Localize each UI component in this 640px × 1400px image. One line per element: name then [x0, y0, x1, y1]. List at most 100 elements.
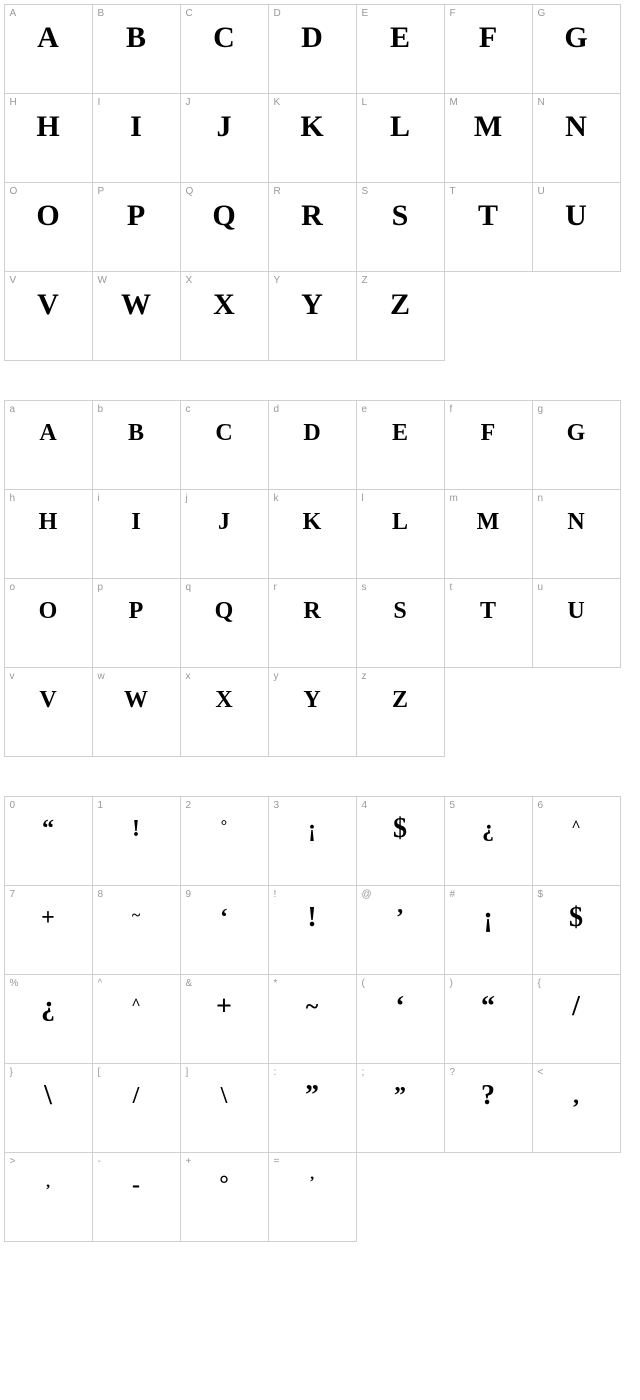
cell-glyph: F: [445, 23, 532, 53]
cell-label: h: [10, 493, 16, 504]
cell-label: <: [538, 1067, 544, 1078]
cell-label: J: [186, 97, 191, 108]
glyph-cell: HH: [4, 93, 93, 183]
cell-label: t: [450, 582, 453, 593]
cell-label: X: [186, 275, 193, 286]
cell-glyph: +: [5, 906, 92, 930]
cell-glyph: Q: [181, 599, 268, 623]
cell-label: 6: [538, 800, 544, 811]
glyph-cell: II: [92, 93, 181, 183]
glyph-cell: !!: [268, 885, 357, 975]
glyph-cell: WW: [92, 271, 181, 361]
glyph-cell: QQ: [180, 182, 269, 272]
glyph-cell: yY: [268, 667, 357, 757]
cell-glyph: F: [445, 421, 532, 445]
cell-glyph: L: [357, 510, 444, 534]
cell-glyph: O: [5, 599, 92, 623]
glyph-cell: 7+: [4, 885, 93, 975]
cell-label: u: [538, 582, 544, 593]
cell-glyph: ‚: [5, 1175, 92, 1191]
glyph-cell: 4$: [356, 796, 445, 886]
cell-label: $: [538, 889, 544, 900]
glyph-cell: ^^: [92, 974, 181, 1064]
cell-glyph: +: [181, 993, 268, 1021]
cell-label: d: [274, 404, 280, 415]
cell-label: O: [10, 186, 18, 197]
cell-label: k: [274, 493, 279, 504]
cell-glyph: I: [93, 510, 180, 534]
glyph-cell: 9‘: [180, 885, 269, 975]
glyph-cell: &+: [180, 974, 269, 1064]
cell-glyph: ^: [93, 997, 180, 1013]
glyph-cell: --: [92, 1152, 181, 1242]
cell-label: :: [274, 1067, 277, 1078]
cell-label: ^: [98, 978, 103, 989]
cell-glyph: X: [181, 290, 268, 320]
cell-glyph: ¿: [445, 817, 532, 841]
cell-label: P: [98, 186, 105, 197]
cell-glyph: E: [357, 23, 444, 53]
glyph-cell: FF: [444, 4, 533, 94]
glyph-cell: 5¿: [444, 796, 533, 886]
grid-uppercase: AABBCCDDEEFFGGHHIIJJKKLLMMNNOOPPQQRRSSTT…: [4, 4, 636, 360]
cell-glyph: E: [357, 421, 444, 445]
cell-label: g: [538, 404, 544, 415]
cell-glyph: Y: [269, 688, 356, 712]
cell-glyph: “: [5, 817, 92, 841]
cell-label: m: [450, 493, 458, 504]
cell-label: 5: [450, 800, 456, 811]
cell-glyph: D: [269, 421, 356, 445]
cell-glyph: M: [445, 112, 532, 142]
cell-label: @: [362, 889, 372, 900]
cell-glyph: W: [93, 290, 180, 320]
glyph-cell: TT: [444, 182, 533, 272]
cell-glyph: K: [269, 112, 356, 142]
glyph-cell: kK: [268, 489, 357, 579]
glyph-cell: oO: [4, 578, 93, 668]
glyph-cell: SS: [356, 182, 445, 272]
glyph-cell: wW: [92, 667, 181, 757]
glyph-cell: RR: [268, 182, 357, 272]
glyph-cell: XX: [180, 271, 269, 361]
glyph-cell: cC: [180, 400, 269, 490]
cell-label: >: [10, 1156, 16, 1167]
cell-glyph: Z: [357, 688, 444, 712]
cell-glyph: X: [181, 688, 268, 712]
cell-glyph: W: [93, 688, 180, 712]
glyph-cell: hH: [4, 489, 93, 579]
cell-glyph: ’: [269, 1175, 356, 1191]
cell-label: z: [362, 671, 367, 682]
glyph-cell: sS: [356, 578, 445, 668]
cell-glyph: Z: [357, 290, 444, 320]
cell-label: a: [10, 404, 16, 415]
cell-glyph: U: [533, 201, 620, 231]
cell-label: -: [98, 1156, 101, 1167]
cell-glyph: ^: [533, 819, 620, 835]
cell-glyph: ¡: [445, 904, 532, 932]
cell-glyph: T: [445, 201, 532, 231]
glyph-cell: pP: [92, 578, 181, 668]
cell-label: r: [274, 582, 277, 593]
cell-label: y: [274, 671, 279, 682]
cell-glyph: °: [181, 1173, 268, 1197]
glyph-cell: OO: [4, 182, 93, 272]
cell-label: G: [538, 8, 546, 19]
cell-glyph: \: [181, 1084, 268, 1108]
cell-label: L: [362, 97, 368, 108]
glyph-cell: 2°: [180, 796, 269, 886]
glyph-cell: YY: [268, 271, 357, 361]
cell-label: 9: [186, 889, 192, 900]
cell-label: [: [98, 1067, 101, 1078]
cell-glyph: ’: [357, 906, 444, 930]
cell-glyph: ‘: [357, 993, 444, 1021]
glyph-cell: qQ: [180, 578, 269, 668]
glyph-cell: GG: [532, 4, 621, 94]
cell-glyph: “: [445, 993, 532, 1021]
cell-label: {: [538, 978, 541, 989]
grid-symbols: 0“1!2°3¡4$5¿6^7+8~9‘!!@’#¡$$%¿^^&+*~(‘)“…: [4, 796, 636, 1241]
cell-label: I: [98, 97, 101, 108]
cell-glyph: R: [269, 599, 356, 623]
cell-label: 1: [98, 800, 104, 811]
glyph-cell: %¿: [4, 974, 93, 1064]
font-charmap-container: AABBCCDDEEFFGGHHIIJJKKLLMMNNOOPPQQRRSSTT…: [4, 4, 636, 1241]
